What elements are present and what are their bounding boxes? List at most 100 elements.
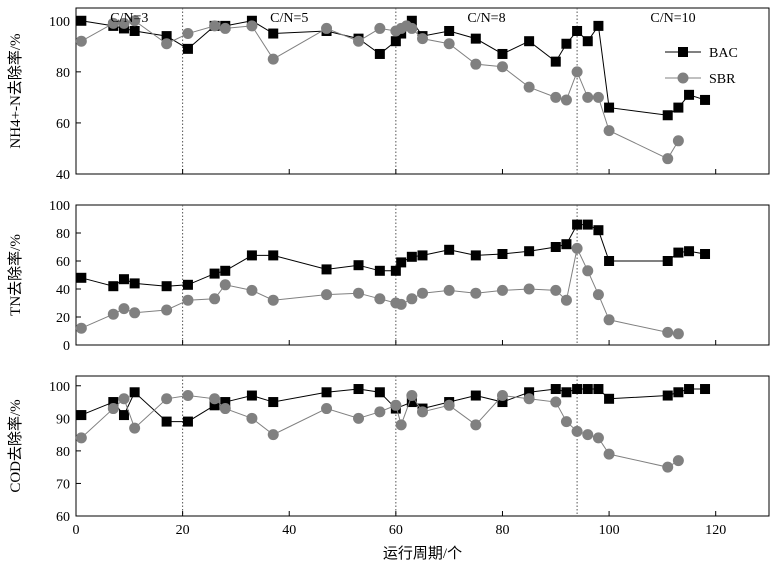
data-point-bac — [182, 279, 193, 290]
data-point-sbr — [496, 390, 508, 402]
legend-label-sbr: SBR — [709, 72, 736, 87]
data-point-sbr — [267, 53, 279, 65]
data-point-bac — [582, 36, 593, 47]
data-point-bac — [268, 28, 279, 39]
data-point-sbr — [560, 294, 572, 306]
data-point-sbr — [390, 399, 402, 411]
data-point-bac — [390, 36, 401, 47]
data-point-bac — [444, 25, 455, 36]
data-point-sbr — [209, 20, 221, 32]
data-point-bac — [406, 251, 417, 262]
data-point-bac — [662, 256, 673, 266]
data-point-bac — [524, 387, 535, 398]
data-point-bac — [246, 250, 257, 261]
data-point-bac — [390, 265, 401, 276]
data-point-sbr — [603, 125, 615, 137]
data-point-sbr — [470, 287, 482, 299]
data-point-sbr — [321, 403, 333, 415]
data-point-bac — [593, 225, 604, 236]
x-axis-label: 运行周期/个 — [383, 545, 462, 562]
data-point-sbr — [672, 328, 684, 340]
data-point-bac — [161, 31, 172, 42]
data-point-sbr — [267, 429, 279, 441]
data-point-bac — [209, 268, 220, 279]
x-tick-label: 40 — [282, 523, 296, 538]
data-point-bac — [582, 384, 593, 395]
data-point-sbr — [118, 393, 130, 405]
data-point-bac — [396, 257, 407, 268]
data-point-bac — [321, 387, 332, 398]
data-point-sbr — [219, 279, 231, 291]
data-point-bac — [76, 272, 87, 283]
data-point-sbr — [374, 406, 386, 418]
data-point-bac — [353, 260, 364, 271]
data-point-sbr — [107, 308, 119, 320]
data-point-sbr — [374, 293, 386, 305]
data-point-bac — [268, 397, 279, 408]
data-point-sbr — [662, 461, 674, 473]
data-point-sbr — [662, 153, 674, 165]
data-point-sbr — [246, 412, 258, 424]
data-point-bac — [406, 397, 417, 408]
data-point-bac — [550, 242, 561, 252]
y-axis-label: NH4+-N去除率/% — [7, 33, 24, 148]
data-point-bac — [182, 43, 193, 54]
data-point-bac — [374, 265, 385, 276]
data-point-bac — [182, 416, 193, 427]
data-point-sbr — [406, 390, 418, 402]
data-point-bac — [550, 384, 561, 395]
data-point-bac — [118, 274, 129, 285]
data-point-bac — [673, 387, 684, 398]
data-point-sbr — [496, 61, 508, 73]
data-point-bac — [374, 48, 385, 59]
data-point-bac — [662, 390, 673, 401]
data-point-sbr — [550, 284, 562, 296]
y-tick-label: 90 — [56, 412, 70, 427]
data-point-bac — [470, 250, 481, 261]
x-tick-label: 20 — [176, 523, 190, 538]
data-point-bac — [417, 250, 428, 261]
data-point-sbr — [246, 284, 258, 296]
data-point-sbr — [209, 293, 221, 305]
y-tick-label: 60 — [56, 510, 70, 525]
y-tick-label: 60 — [56, 255, 70, 270]
data-point-sbr — [353, 35, 365, 47]
data-point-bac — [684, 384, 695, 395]
data-point-bac — [604, 102, 615, 113]
data-point-bac — [220, 397, 231, 408]
data-point-sbr — [321, 22, 333, 34]
data-point-bac — [220, 265, 231, 276]
data-point-bac — [108, 397, 119, 408]
y-tick-label: 100 — [49, 380, 70, 395]
data-point-sbr — [470, 58, 482, 70]
data-point-sbr — [672, 455, 684, 467]
data-point-bac — [497, 397, 508, 408]
data-point-bac — [700, 249, 711, 259]
y-tick-label: 80 — [56, 445, 70, 460]
data-point-bac — [524, 36, 535, 47]
data-point-sbr — [443, 399, 455, 411]
data-point-bac — [353, 384, 364, 395]
data-point-sbr — [470, 419, 482, 431]
data-point-sbr — [523, 81, 535, 93]
data-point-bac — [76, 410, 87, 421]
data-point-sbr — [129, 422, 141, 434]
data-point-sbr — [353, 287, 365, 299]
data-point-bac — [700, 94, 711, 105]
data-point-bac — [129, 25, 140, 36]
y-tick-label: 100 — [49, 199, 70, 214]
data-point-sbr — [161, 393, 173, 405]
series-line-bac — [81, 224, 706, 287]
y-tick-label: 40 — [56, 283, 70, 298]
data-point-bac — [470, 33, 481, 44]
y-tick-label: 20 — [56, 311, 70, 326]
data-point-sbr — [107, 17, 119, 29]
data-point-bac — [161, 281, 172, 292]
data-point-bac — [406, 15, 417, 26]
data-point-sbr — [182, 28, 194, 40]
y-tick-label: 60 — [56, 117, 70, 132]
data-point-bac — [246, 390, 257, 401]
phase-label: C/N=3 — [110, 11, 148, 26]
panel-frame-1 — [75, 7, 770, 175]
data-point-sbr — [267, 294, 279, 306]
